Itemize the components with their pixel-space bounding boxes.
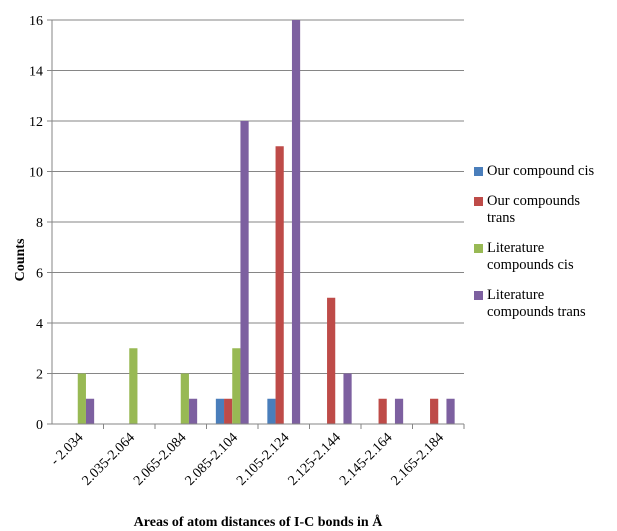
legend-label: Literature compounds trans: [487, 286, 586, 321]
x-tick-label: 2.085-2.104: [183, 430, 241, 488]
bar: [77, 373, 86, 424]
bar: [267, 398, 276, 424]
bar: [240, 121, 249, 424]
y-tick-label: 4: [36, 317, 43, 332]
x-tick-labels: - 2.0342.035-2.0642.065-2.0842.085-2.104…: [48, 430, 447, 488]
legend-item: Literature compounds trans: [474, 287, 614, 322]
bar: [224, 398, 233, 424]
legend-swatch: [474, 243, 483, 253]
y-tick-label: 2: [36, 368, 43, 383]
bar: [85, 398, 95, 424]
bar: [430, 398, 439, 424]
y-tick-label: 8: [36, 216, 43, 231]
x-tick-label: 2.145-2.164: [337, 430, 395, 488]
legend-item: Literature compounds cis: [474, 240, 614, 275]
y-tick-label: 10: [29, 166, 43, 181]
x-tick-label: 2.125-2.144: [286, 430, 344, 488]
axes: [47, 19, 465, 429]
legend-label: Literature compounds cis: [487, 239, 574, 274]
x-tick-label: 2.065-2.084: [131, 430, 189, 488]
bar: [232, 348, 241, 424]
x-axis-title: Areas of atom distances of I-C bonds in …: [134, 514, 384, 530]
legend: Our compound cis Our compounds trans Lit…: [474, 163, 614, 334]
y-tick-label: 16: [29, 14, 43, 29]
legend-swatch: [474, 290, 483, 300]
gridlines: [52, 19, 464, 374]
bar: [180, 373, 189, 424]
x-tick-label: 2.105-2.124: [234, 430, 292, 488]
bar: [446, 398, 455, 424]
bar: [394, 398, 404, 424]
legend-label: Our compounds trans: [487, 192, 581, 227]
legend-label: Our compound cis: [487, 163, 595, 179]
bar: [378, 398, 387, 424]
x-tick-label: - 2.034: [48, 430, 87, 469]
y-axis-title: Counts: [13, 238, 28, 281]
legend-item: Our compound cis: [474, 163, 614, 181]
bar: [275, 146, 284, 424]
bar: [188, 398, 198, 424]
y-tick-label: 12: [29, 115, 43, 130]
bar: [327, 297, 336, 424]
x-tick-label: 2.165-2.184: [389, 430, 447, 488]
bar: [129, 348, 138, 424]
legend-swatch: [474, 167, 483, 176]
bar: [291, 20, 301, 424]
y-tick-label: 14: [29, 65, 43, 80]
y-tick-labels: 0 2 4 6 8 10 12 14 16: [29, 14, 43, 433]
x-tick-label: 2.035-2.064: [80, 430, 138, 488]
y-tick-label: 6: [36, 267, 43, 282]
legend-item: Our compounds trans: [474, 193, 614, 228]
bar: [343, 373, 352, 424]
bars: [77, 20, 455, 424]
y-tick-label: 0: [36, 418, 43, 433]
legend-swatch: [474, 196, 483, 206]
bar: [215, 398, 225, 424]
